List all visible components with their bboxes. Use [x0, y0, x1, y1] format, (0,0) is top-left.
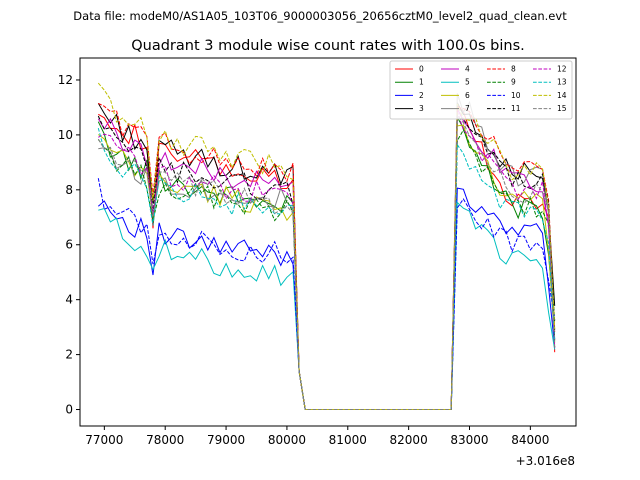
- x-tick-label: 79000: [207, 433, 245, 447]
- series-line-4: [97, 108, 556, 410]
- chart-title: Quadrant 3 module wise count rates with …: [131, 38, 525, 54]
- legend-label-6: 6: [465, 91, 470, 100]
- series-line-13: [97, 127, 556, 410]
- legend-label-14: 14: [557, 91, 567, 100]
- series-line-7: [98, 93, 556, 410]
- x-tick-label: 84000: [511, 433, 549, 447]
- series-line-15: [97, 114, 556, 410]
- series-line-5: [98, 201, 556, 410]
- y-axis: 0 2 4 6 8 10 12: [58, 73, 80, 417]
- legend-label-0: 0: [419, 65, 424, 74]
- y-tick-label: 8: [65, 183, 73, 197]
- x-tick-label: 82000: [390, 433, 428, 447]
- legend-label-1: 1: [419, 78, 424, 87]
- x-tick-label: 77000: [85, 433, 123, 447]
- x-offset-label: +3.016e8: [516, 454, 575, 468]
- y-tick-label: 2: [65, 348, 73, 362]
- x-axis: 77000 78000 79000 80000 81000 82000 83000 84000: [85, 426, 549, 447]
- x-tick-label: 80000: [268, 433, 306, 447]
- figure-suptitle: Data file: modeM0/AS1A05_103T06_90000030…: [73, 9, 567, 23]
- y-tick-label: 0: [65, 403, 73, 417]
- legend-label-8: 8: [511, 65, 516, 74]
- x-tick-label: 81000: [329, 433, 367, 447]
- series-line-14: [97, 82, 556, 410]
- legend-label-5: 5: [465, 78, 470, 87]
- legend-label-15: 15: [557, 104, 567, 113]
- legend-label-3: 3: [419, 104, 424, 113]
- legend-label-10: 10: [511, 91, 521, 100]
- legend-label-2: 2: [419, 91, 424, 100]
- plot-area: [97, 82, 556, 410]
- legend-label-4: 4: [465, 65, 470, 74]
- legend-box: [389, 60, 573, 120]
- legend-label-7: 7: [465, 104, 470, 113]
- legend-label-12: 12: [557, 65, 567, 74]
- legend-label-11: 11: [511, 104, 521, 113]
- y-tick-label: 10: [58, 128, 73, 142]
- y-tick-label: 4: [65, 293, 73, 307]
- y-tick-label: 6: [65, 238, 73, 252]
- series-line-2: [97, 187, 556, 410]
- y-tick-label: 12: [58, 73, 73, 87]
- legend-label-13: 13: [557, 78, 567, 87]
- series-line-10: [97, 178, 556, 410]
- x-tick-label: 78000: [146, 433, 184, 447]
- legend-label-9: 9: [511, 78, 516, 87]
- series-line-9: [97, 128, 556, 410]
- axes-frame: [79, 57, 577, 427]
- series-line-11: [97, 115, 556, 410]
- x-tick-label: 83000: [450, 433, 488, 447]
- series-line-6: [98, 124, 556, 410]
